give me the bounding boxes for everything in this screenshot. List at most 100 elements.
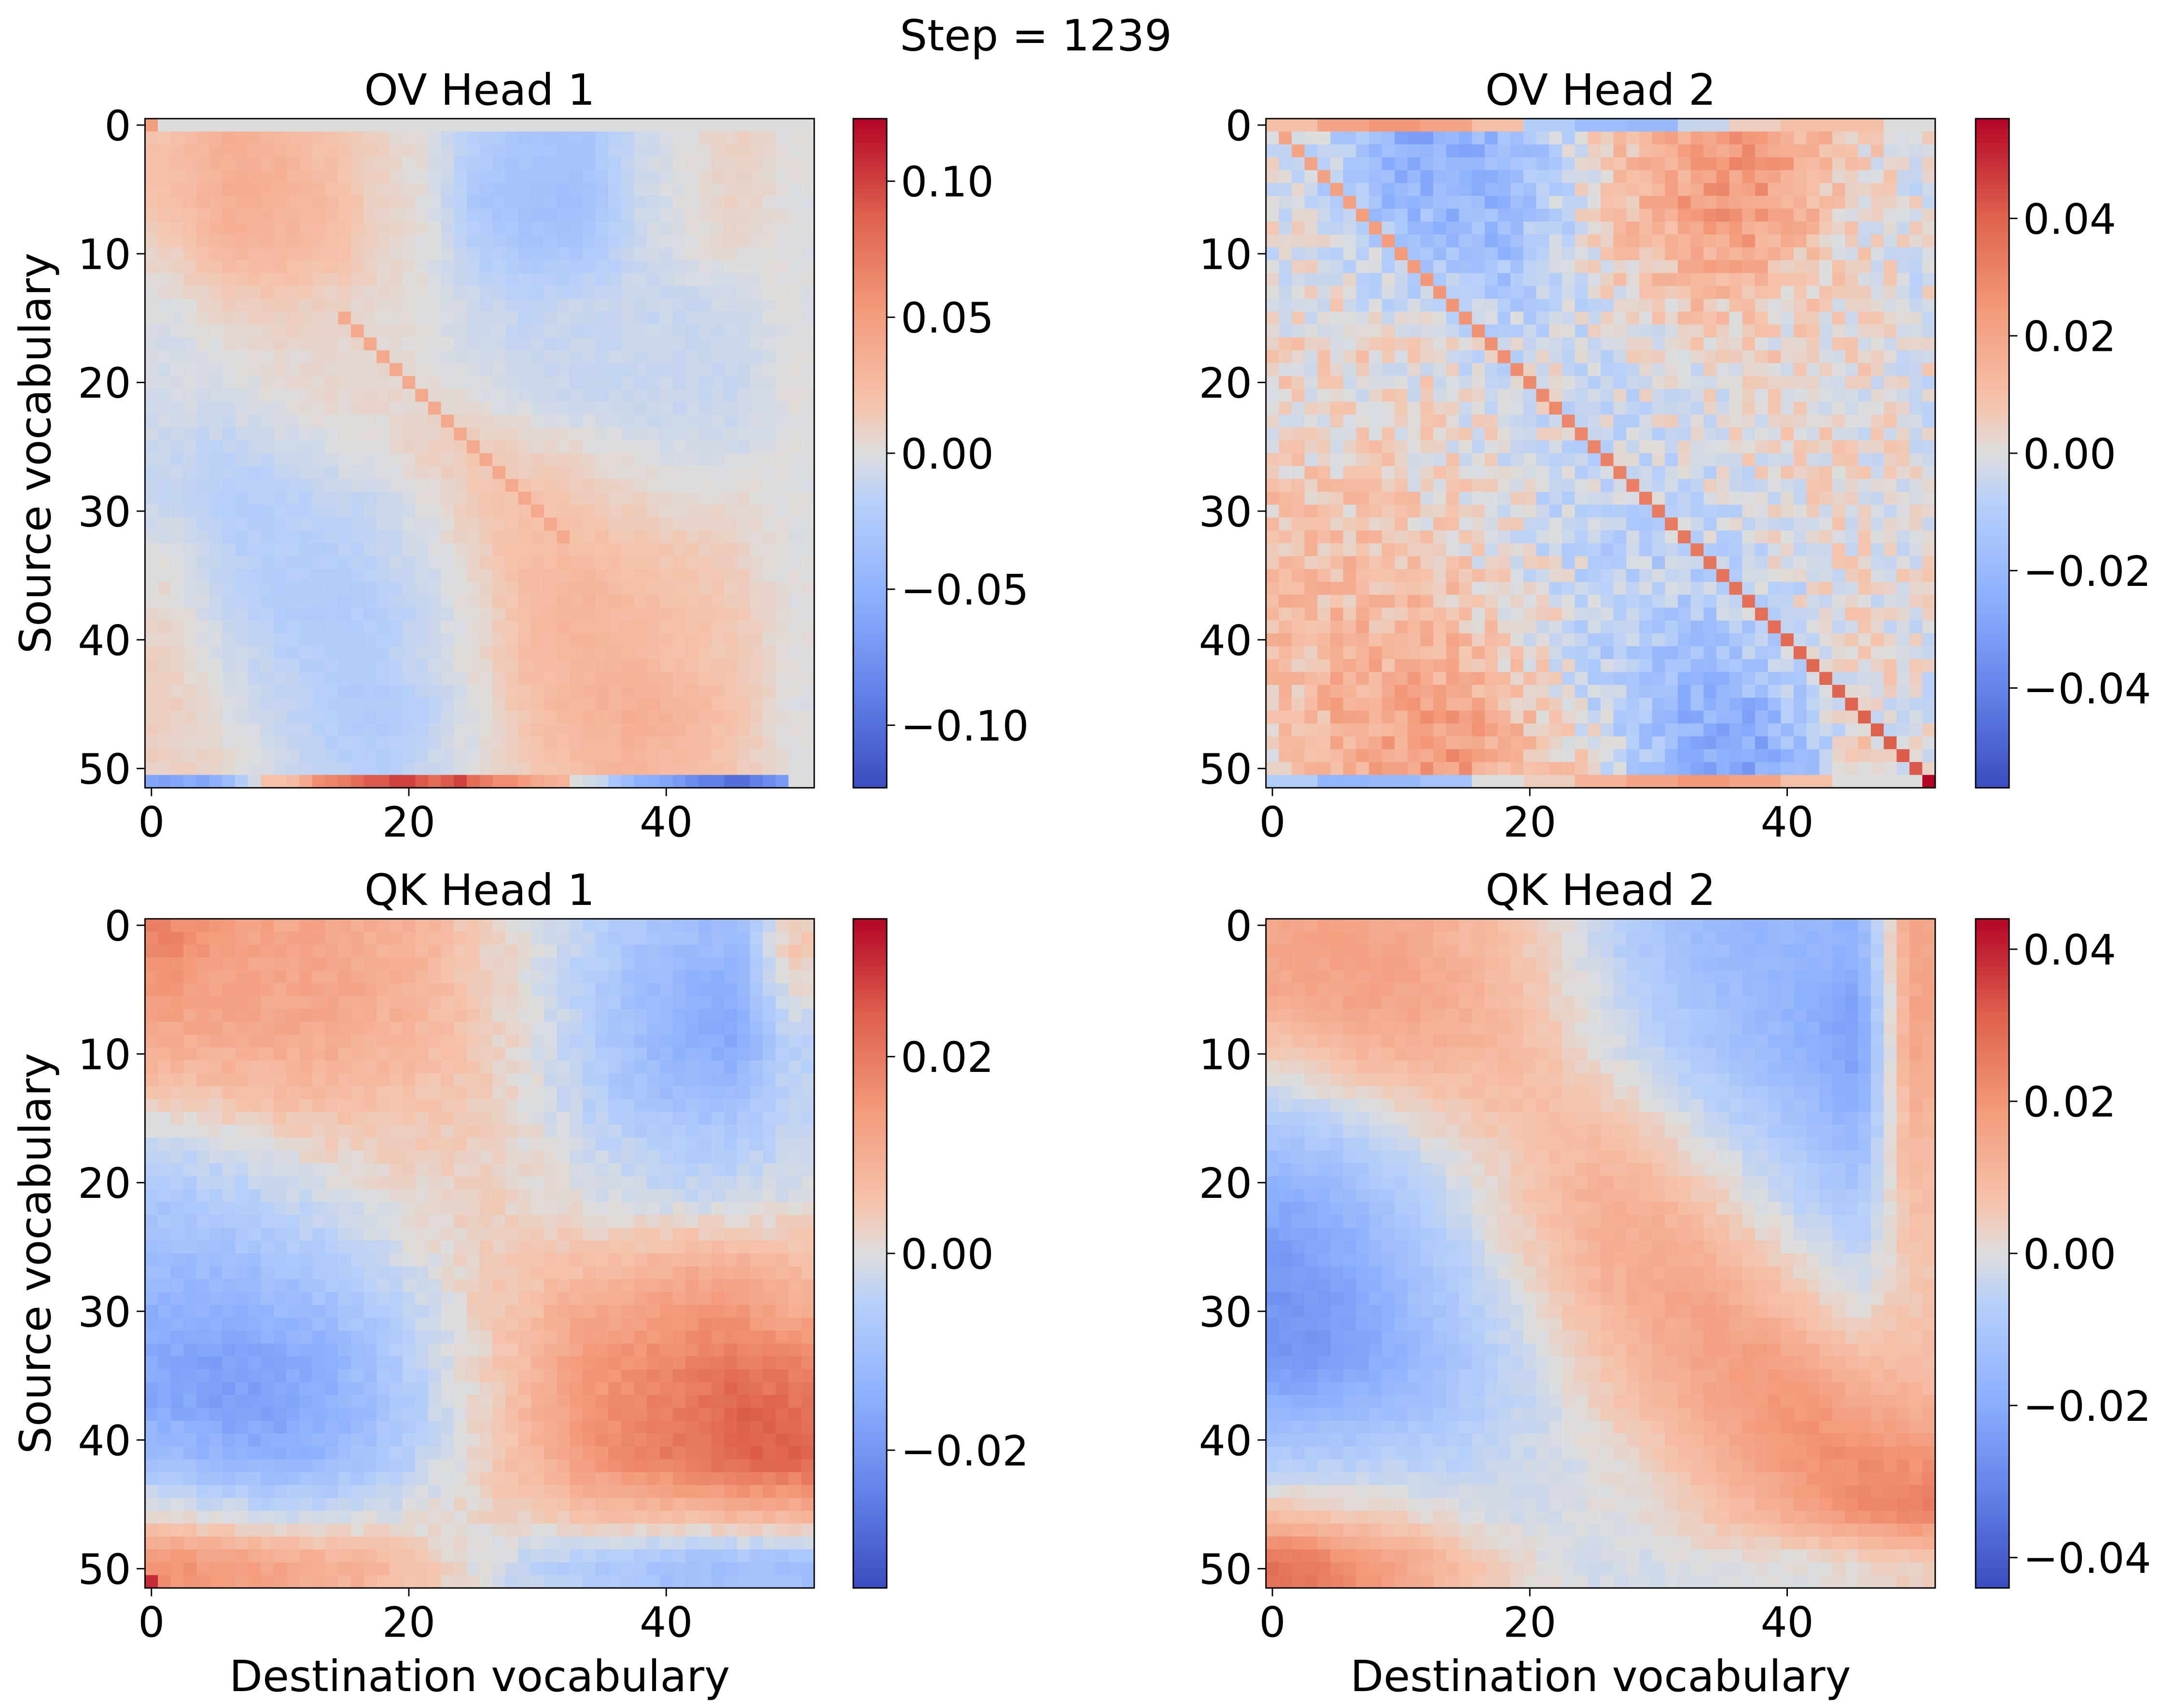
heatmap-cell — [1562, 247, 1575, 261]
heatmap-cell — [1369, 517, 1382, 531]
heatmap-cell — [1484, 646, 1498, 660]
heatmap-cell — [647, 672, 660, 685]
heatmap-cell — [261, 530, 275, 544]
heatmap-cell — [145, 363, 159, 377]
heatmap-cell — [1472, 517, 1485, 531]
heatmap-cell — [1613, 118, 1627, 132]
heatmap-cell — [1266, 646, 1280, 660]
heatmap-cell — [1832, 402, 1846, 416]
heatmap-cell — [158, 466, 171, 480]
heatmap-cell — [1523, 337, 1537, 351]
heatmap-cell — [158, 324, 171, 338]
heatmap-cell — [672, 710, 686, 724]
heatmap-cell — [466, 170, 480, 184]
heatmap-cell — [312, 427, 326, 441]
heatmap-cell — [621, 517, 635, 531]
heatmap-cell — [222, 633, 236, 647]
heatmap-cell — [1472, 659, 1485, 673]
heatmap-cell — [325, 672, 339, 685]
heatmap-cell — [1652, 504, 1666, 518]
heatmap-cell — [1832, 582, 1846, 596]
heatmap-cell — [1304, 260, 1318, 274]
heatmap-cell — [492, 530, 506, 544]
heatmap-cell — [1408, 466, 1421, 480]
heatmap-cell — [698, 453, 712, 467]
heatmap-cell — [672, 350, 686, 364]
heatmap-cell — [698, 389, 712, 403]
heatmap-cell — [1690, 157, 1704, 171]
heatmap-cell — [608, 659, 622, 673]
heatmap-cell — [1832, 157, 1846, 171]
heatmap-cell — [1408, 569, 1421, 583]
heatmap-cell — [209, 633, 223, 647]
heatmap-cell — [1793, 208, 1807, 222]
heatmap-cell — [801, 697, 815, 711]
heatmap-cell — [1690, 376, 1704, 389]
heatmap-cell — [505, 350, 519, 364]
heatmap-cell — [1420, 453, 1434, 467]
heatmap-cell — [1317, 260, 1331, 274]
heatmap-cell — [1536, 183, 1550, 196]
heatmap-cell — [441, 659, 455, 673]
heatmap-cell — [1755, 222, 1769, 235]
heatmap-cell — [1806, 183, 1820, 196]
heatmap-cell — [183, 762, 197, 776]
heatmap-cell — [1793, 543, 1807, 557]
heatmap-cell — [196, 183, 210, 196]
heatmap-cell — [492, 556, 506, 570]
heatmap-cell — [170, 646, 184, 660]
heatmap-cell — [222, 273, 236, 287]
heatmap-cell — [196, 440, 210, 454]
heatmap-cell — [801, 208, 815, 222]
heatmap-cell — [235, 157, 249, 171]
heatmap-cell — [1819, 131, 1833, 145]
heatmap-cell — [145, 183, 159, 196]
heatmap-cell — [1459, 608, 1473, 621]
heatmap-cell — [1433, 157, 1447, 171]
heatmap-cell — [1806, 222, 1820, 235]
heatmap-cell — [1626, 363, 1640, 377]
heatmap-cell — [1588, 415, 1601, 428]
heatmap-cell — [1562, 350, 1575, 364]
heatmap-cell — [466, 324, 480, 338]
heatmap-cell — [672, 775, 686, 789]
heatmap-cell — [1408, 582, 1421, 596]
heatmap-cell — [492, 479, 506, 493]
heatmap-cell — [1317, 299, 1331, 312]
heatmap-cell — [518, 350, 532, 364]
heatmap-cell — [788, 697, 802, 711]
heatmap-cell — [1716, 376, 1730, 389]
heatmap-cell — [1266, 389, 1280, 403]
heatmap-cell — [1459, 530, 1473, 544]
heatmap-cell — [1356, 633, 1370, 647]
heatmap-cell — [685, 595, 699, 609]
heatmap-cell — [1394, 530, 1408, 544]
heatmap-cell — [1292, 479, 1305, 493]
heatmap-cell — [544, 736, 558, 750]
heatmap-cell — [647, 440, 660, 454]
heatmap-cell — [428, 620, 442, 634]
heatmap-cell — [325, 504, 339, 518]
heatmap-cell — [1716, 440, 1730, 454]
heatmap-cell — [312, 144, 326, 158]
heatmap-cell — [775, 389, 789, 403]
heatmap-cell — [621, 633, 635, 647]
heatmap-cell — [158, 492, 171, 505]
heatmap-cell — [1588, 633, 1601, 647]
heatmap-cell — [286, 620, 300, 634]
heatmap-cell — [428, 376, 442, 389]
heatmap-cell — [183, 234, 197, 248]
heatmap-cell — [1742, 530, 1756, 544]
heatmap-cell — [389, 749, 403, 763]
heatmap-cell — [1806, 273, 1820, 287]
heatmap-cell — [286, 595, 300, 609]
heatmap-cell — [685, 672, 699, 685]
heatmap-cell — [621, 157, 635, 171]
heatmap-cell — [1459, 672, 1473, 685]
heatmap-cell — [286, 672, 300, 685]
heatmap-cell — [1356, 556, 1370, 570]
heatmap-cell — [1781, 466, 1794, 480]
heatmap-cell — [1768, 402, 1782, 416]
heatmap-cell — [698, 775, 712, 789]
heatmap-cell — [1292, 144, 1305, 158]
